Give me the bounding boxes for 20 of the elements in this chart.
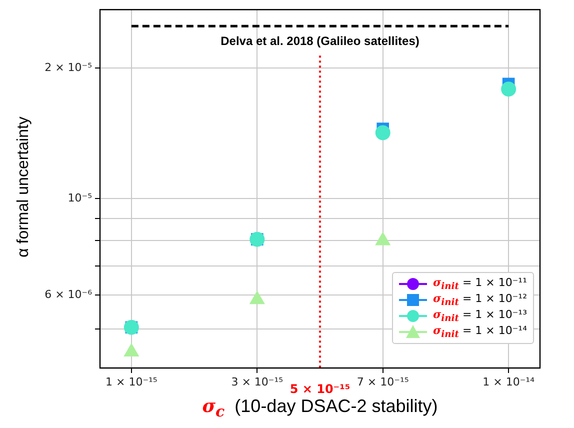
x-tick-label: 3 × 10⁻¹⁵ (231, 375, 284, 388)
y-axis-title: α formal uncertainty (15, 116, 33, 258)
x-tick-label: 1 × 10⁻¹⁵ (106, 375, 158, 388)
point (375, 125, 390, 140)
point (501, 82, 516, 97)
y-tick-label: 10⁻⁵ (68, 192, 92, 205)
y-tick-label: 2 × 10⁻⁵ (44, 61, 92, 74)
legend-label: σ$_{init}$ = 1 × 10⁻¹¹ (432, 276, 527, 292)
legend-label: σ$_{init}$ = 1 × 10⁻¹⁴ (432, 324, 527, 340)
x-tick-label: 5 × 10⁻¹⁵ (290, 382, 350, 396)
x-tick-label: 1 × 10⁻¹⁴ (482, 375, 536, 388)
x-axis-title: σ$_{c}$ (10-day DSAC-2 stability) (201, 396, 439, 421)
point (124, 344, 139, 357)
annotation: Delva et al. 2018 (Galileo satellites) (220, 34, 420, 48)
point (250, 291, 265, 304)
y-tick-label: 6 × 10⁻⁶ (44, 288, 93, 301)
legend-label: σ$_{init}$ = 1 × 10⁻¹² (432, 292, 527, 308)
point (375, 232, 390, 246)
x-tick-label: 7 × 10⁻¹⁵ (356, 375, 409, 388)
legend-label: σ$_{init}$ = 1 × 10⁻¹³ (432, 308, 527, 324)
